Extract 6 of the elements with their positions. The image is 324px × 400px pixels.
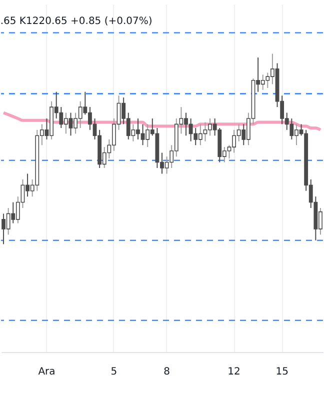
x-tick-label: 5	[110, 366, 118, 378]
x-tick-label: 12	[228, 366, 240, 378]
x-tick-label: 8	[164, 366, 170, 378]
x-tick-label: 15	[276, 366, 288, 378]
text: .65 K1220.65 +0.85 (+0.07%)	[0, 16, 152, 27]
x-tick-label: Ara	[38, 366, 56, 378]
